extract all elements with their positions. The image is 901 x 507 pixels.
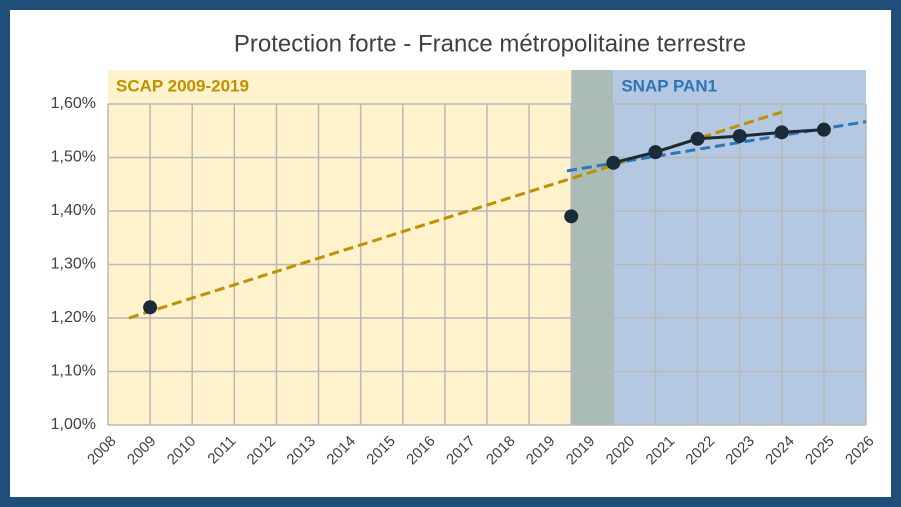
y-tick-label: 1,00% xyxy=(51,416,96,433)
y-tick-label: 1,50% xyxy=(51,149,96,166)
data-point xyxy=(690,131,705,146)
region-label: SNAP PAN1 xyxy=(621,76,717,95)
region-label: SCAP 2009-2019 xyxy=(116,76,249,95)
data-point xyxy=(564,209,579,224)
y-tick-label: 1,40% xyxy=(51,202,96,219)
y-tick-label: 1,30% xyxy=(51,256,96,273)
y-tick-label: 1,60% xyxy=(51,95,96,112)
data-point xyxy=(732,129,747,144)
data-point xyxy=(774,125,789,140)
series-line xyxy=(612,128,824,165)
data-point xyxy=(606,155,621,170)
data-point xyxy=(143,300,158,315)
chart-title: Protection forte - France métropolitaine… xyxy=(234,30,746,57)
y-tick-label: 1,20% xyxy=(51,309,96,326)
y-tick-label: 1,10% xyxy=(51,363,96,380)
region xyxy=(571,70,614,425)
data-point xyxy=(816,122,831,137)
data-point xyxy=(648,145,663,160)
region xyxy=(108,70,572,425)
